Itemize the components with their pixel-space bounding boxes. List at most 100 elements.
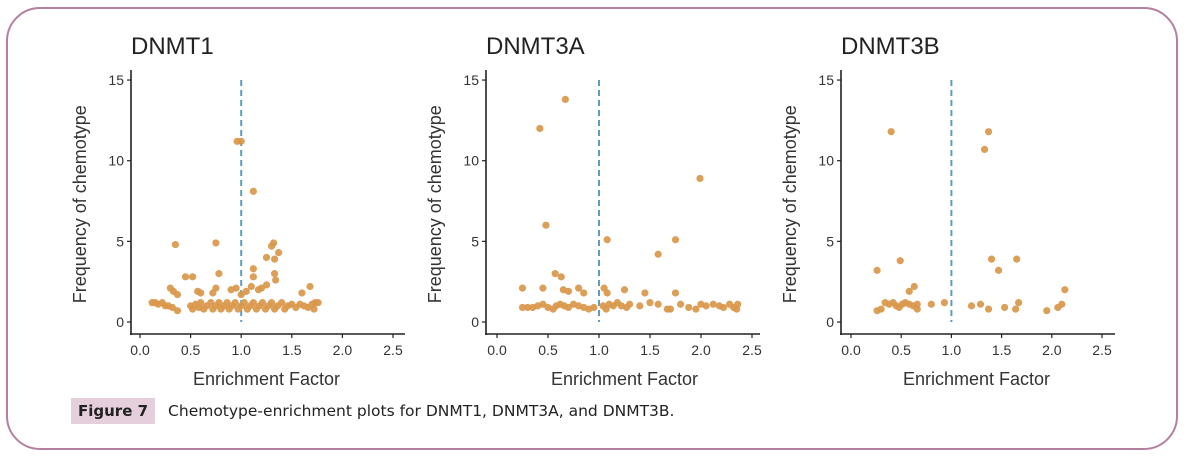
data-point (173, 290, 182, 299)
y-tick-label: 10 (463, 153, 479, 169)
data-point (873, 266, 881, 274)
data-point (518, 303, 527, 312)
data-point (542, 221, 550, 229)
data-point (561, 95, 569, 104)
x-tick-label: 0.5 (538, 342, 558, 358)
data-point (1013, 255, 1021, 263)
data-point (1061, 286, 1069, 294)
data-point (666, 305, 675, 313)
chart-title: DNMT3B (841, 33, 940, 60)
data-point (249, 265, 257, 273)
data-point (646, 299, 654, 307)
data-point (249, 273, 257, 281)
data-point (896, 257, 904, 265)
data-point (564, 287, 573, 295)
data-point (275, 249, 283, 257)
data-point (270, 270, 279, 278)
data-point (310, 305, 318, 313)
x-tick-label: 1.5 (640, 342, 660, 358)
x-tick-label: 0.5 (181, 342, 201, 358)
x-tick-label: 1.0 (942, 342, 962, 358)
data-point (181, 273, 190, 281)
scatter-plot-dnmt3a: 0.0 0.5 1.0 1.5 2.0 2.5 0 5 10 15 Enrichment Facto… (425, 70, 762, 389)
data-point (189, 273, 197, 281)
data-point (620, 286, 629, 294)
data-point (641, 289, 649, 297)
y-tick-label: 0 (471, 314, 479, 330)
data-point (575, 284, 583, 292)
y-tick-label: 15 (818, 72, 834, 88)
x-tick-label: 0.5 (891, 342, 911, 358)
data-point (967, 302, 976, 310)
data-point (272, 276, 280, 284)
data-point (696, 174, 704, 183)
data-point (636, 302, 644, 310)
chart-title: DNMT1 (131, 33, 214, 60)
figure-caption: Figure 7 Chemotype-enrichment plots for … (71, 398, 674, 424)
data-point (258, 299, 267, 307)
caption-text: Chemotype-enrichment plots for DNMT1, DN… (168, 402, 675, 420)
x-axis-label: Enrichment Factor (903, 369, 1050, 389)
data-point (719, 303, 728, 312)
y-tick-label: 15 (108, 72, 124, 88)
x-tick-label: 0.0 (841, 342, 861, 358)
data-point (298, 289, 306, 297)
data-point (237, 137, 245, 145)
data-point (262, 281, 271, 289)
data-point (709, 300, 717, 308)
data-point (626, 300, 634, 308)
data-point (551, 270, 559, 278)
data-point (518, 284, 527, 292)
data-point (671, 289, 680, 297)
scatter-plot-dnmt1: 0.0 0.5 1.0 1.5 2.0 2.5 0 5 10 15 Enrichment Facto… (70, 70, 405, 389)
data-point (580, 289, 588, 297)
panel-dnmt3b: DNMT3B 0.0 0.5 1.0 1.5 2.0 2.5 0 5 10 15 Enrichmen… (0, 0, 1115, 392)
data-point (262, 253, 271, 262)
x-tick-label: 1.5 (992, 342, 1012, 358)
y-axis-label: Frequency of chemotype (780, 105, 800, 303)
x-axis-label: Enrichment Factor (193, 369, 340, 389)
data-point (976, 300, 985, 308)
data-point (269, 239, 278, 247)
data-point (197, 289, 205, 297)
data-point (1043, 307, 1051, 315)
data-point (905, 287, 913, 295)
data-point (240, 299, 248, 307)
x-tick-label: 1.0 (231, 342, 251, 358)
y-tick-label: 5 (471, 233, 479, 249)
scatter-plot-dnmt3b: 0.0 0.5 1.0 1.5 2.0 2.5 0 5 10 15 Enrichment Facto… (780, 70, 1115, 389)
data-point (980, 145, 989, 154)
data-point (910, 282, 918, 291)
data-point (940, 299, 948, 307)
x-tick-label: 1.5 (282, 342, 302, 358)
x-tick-label: 0.0 (130, 342, 150, 358)
data-point (734, 300, 742, 308)
y-tick-label: 0 (826, 314, 834, 330)
x-tick-label: 0.0 (487, 342, 507, 358)
figure-label: Figure 7 (71, 398, 156, 424)
data-point (197, 299, 205, 307)
data-point (671, 236, 680, 244)
data-point (173, 307, 182, 315)
data-point (984, 128, 993, 136)
data-point (249, 299, 257, 307)
data-point (1015, 299, 1023, 307)
figure-frame (6, 7, 1178, 450)
data-point (984, 305, 993, 313)
data-point (927, 300, 935, 308)
y-tick-label: 5 (826, 233, 834, 249)
data-point (887, 128, 895, 136)
data-point (685, 303, 693, 312)
data-point (654, 300, 662, 308)
data-point (212, 239, 220, 247)
data-point (987, 255, 996, 263)
y-tick-label: 5 (116, 233, 124, 249)
data-point (603, 289, 611, 297)
data-point (539, 284, 547, 292)
y-tick-label: 10 (818, 153, 834, 169)
data-point (877, 305, 885, 313)
y-tick-label: 0 (116, 314, 124, 330)
data-point (677, 300, 685, 308)
chart-title: DNMT3A (486, 33, 585, 60)
data-point (215, 270, 223, 278)
